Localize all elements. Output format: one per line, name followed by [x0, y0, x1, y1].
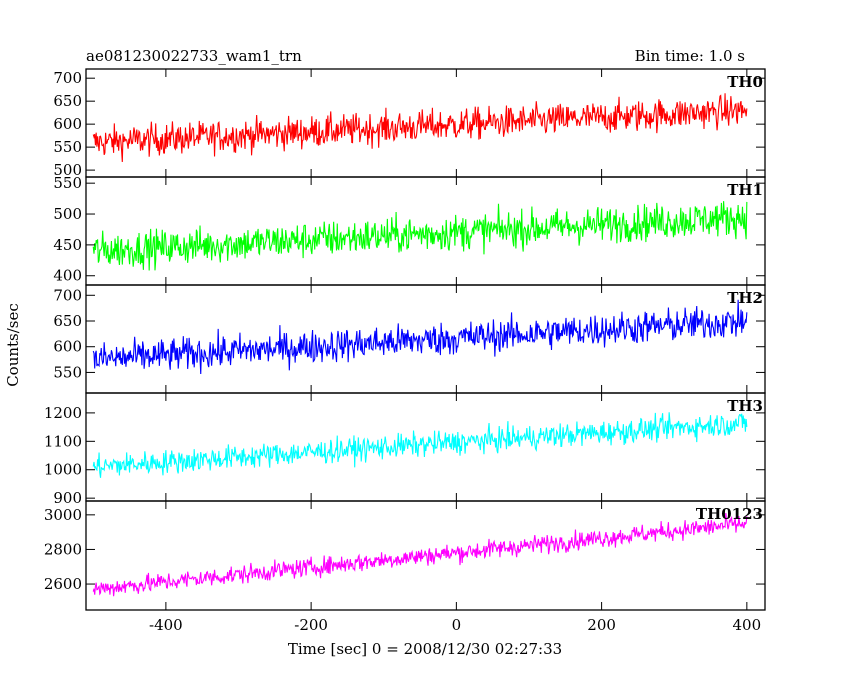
series-line-th3	[92, 412, 748, 478]
x-tick-label: -200	[294, 616, 328, 634]
bin-time-label: Bin time: 1.0 s	[635, 47, 745, 65]
panel-label-th1: TH1	[727, 181, 763, 199]
x-tick-label: 200	[587, 616, 616, 634]
series-line-th2	[92, 299, 748, 375]
x-tick-label: -400	[149, 616, 183, 634]
panel-label-th2: TH2	[727, 289, 763, 307]
y-tick-label-th1: 500	[53, 205, 82, 223]
x-tick-label: 400	[733, 616, 762, 634]
y-tick-label-th2: 600	[53, 338, 82, 356]
series-line-th1	[92, 201, 748, 271]
figure-title: ae081230022733_wam1_trn	[86, 47, 302, 65]
y-tick-label-th1: 450	[53, 236, 82, 254]
series-line-th0	[92, 93, 748, 162]
panel-frame-th2	[85, 284, 766, 394]
y-tick-label-th2: 650	[53, 312, 82, 330]
y-tick-label-th0123: 3000	[44, 506, 82, 524]
y-tick-label-th0: 600	[53, 115, 82, 133]
panel-label-th3: TH3	[727, 397, 763, 415]
y-tick-label-th0: 550	[53, 138, 82, 156]
y-tick-label-th3: 1000	[44, 461, 82, 479]
y-tick-label-th2: 700	[53, 286, 82, 304]
y-tick-label-th1: 400	[53, 267, 82, 285]
y-tick-label-th3: 1100	[44, 432, 82, 450]
x-tick-label: 0	[452, 616, 462, 634]
y-tick-label-th0123: 2800	[44, 540, 82, 558]
series-line-th0123	[92, 512, 748, 597]
y-axis-label: Counts/sec	[4, 303, 22, 387]
y-tick-label-th3: 900	[53, 489, 82, 507]
y-tick-label-th2: 550	[53, 363, 82, 381]
y-tick-label-th3: 1200	[44, 404, 82, 422]
panel-label-th0123: TH0123	[696, 505, 763, 523]
panel-label-th0: TH0	[727, 73, 763, 91]
y-tick-label-th0123: 2600	[44, 575, 82, 593]
y-tick-label-th0: 700	[53, 69, 82, 87]
panel-frame-th0123	[85, 500, 766, 611]
y-tick-label-th1: 550	[53, 174, 82, 192]
y-tick-label-th0: 500	[53, 161, 82, 179]
x-axis-label: Time [sec] 0 = 2008/12/30 02:27:33	[288, 640, 562, 658]
y-tick-label-th0: 650	[53, 92, 82, 110]
